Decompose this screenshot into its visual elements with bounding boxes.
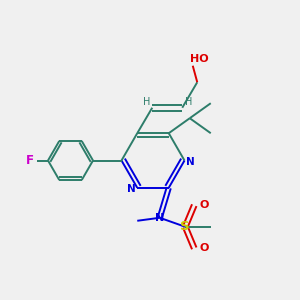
Text: O: O [199,243,208,254]
Text: O: O [199,200,208,210]
Text: HO: HO [190,54,209,64]
Text: N: N [128,184,136,194]
Text: F: F [26,154,33,167]
Text: H: H [184,97,192,107]
Text: N: N [185,157,194,167]
Text: H: H [142,97,150,107]
Text: S: S [180,220,190,233]
Text: N: N [155,213,164,223]
